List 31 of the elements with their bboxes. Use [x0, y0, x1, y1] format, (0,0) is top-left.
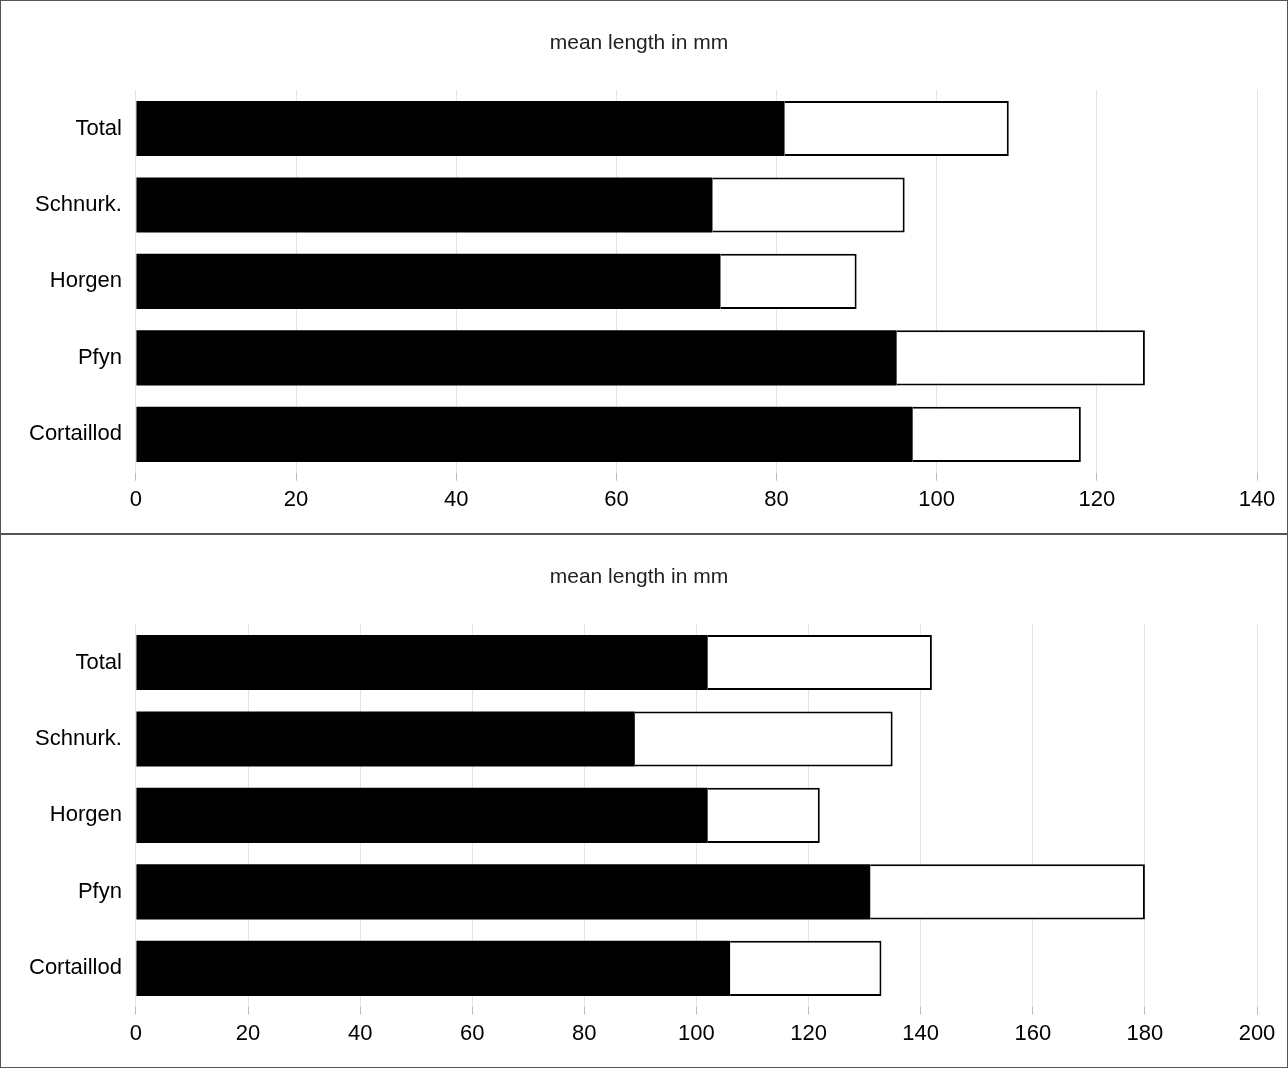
x-tick-label: 200 — [1238, 1019, 1276, 1045]
x-tick-label: 60 — [460, 1019, 485, 1045]
x-tick-label: 120 — [790, 1019, 827, 1045]
chart-title: mean length in mm — [549, 564, 729, 588]
y-tick-label: Total — [75, 114, 122, 140]
y-tick-label: Cortaillod — [28, 954, 122, 980]
x-tick-label: 120 — [1078, 485, 1116, 511]
y-tick-label: Schnurk. — [35, 724, 122, 750]
x-tick-label: 0 — [129, 1019, 143, 1045]
x-tick-label: 60 — [604, 485, 629, 511]
x-tick-label: 80 — [572, 1019, 597, 1045]
y-tick-label: Horgen — [49, 801, 122, 827]
x-tick-label: 140 — [902, 1019, 940, 1045]
x-tick-label: 40 — [443, 485, 469, 511]
x-tick-label: 180 — [1126, 1019, 1164, 1045]
x-tick-label: 0 — [129, 485, 143, 511]
y-tick-label: Pfyn — [77, 877, 122, 903]
chart-title: mean length in mm — [549, 30, 729, 54]
x-tick-label: 100 — [678, 1019, 715, 1045]
x-tick-label: 20 — [235, 1019, 261, 1045]
x-tick-label: 20 — [283, 485, 309, 511]
y-tick-label: Horgen — [49, 267, 122, 293]
x-tick-label: 40 — [347, 1019, 373, 1045]
y-tick-label: Pfyn — [77, 343, 122, 369]
x-tick-label: 160 — [1014, 1019, 1052, 1045]
x-tick-label: 140 — [1238, 485, 1276, 511]
y-tick-label: Schnurk. — [35, 190, 122, 216]
x-tick-label: 100 — [918, 485, 956, 511]
x-tick-label: 80 — [764, 485, 789, 511]
y-tick-label: Total — [75, 648, 122, 674]
y-tick-label: Cortaillod — [28, 420, 122, 446]
